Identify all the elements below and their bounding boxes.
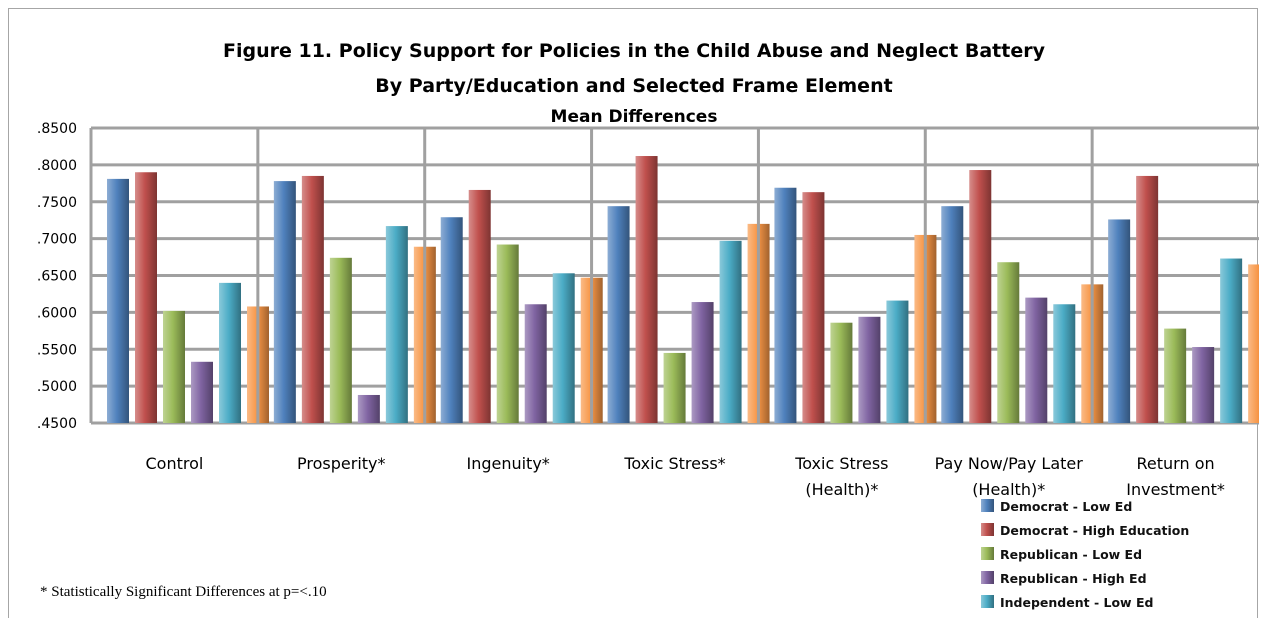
chart-title-line: Figure 11. Policy Support for Policies i…: [223, 40, 1046, 62]
bar: [1248, 264, 1259, 423]
y-tick-label: .6000: [37, 305, 77, 321]
x-category-label: Return on: [1137, 454, 1215, 473]
bar: [1164, 328, 1187, 423]
bar: [191, 361, 213, 423]
bar: [524, 304, 547, 423]
bar: [1053, 304, 1076, 423]
x-category-label: (Health)*: [805, 480, 878, 499]
y-tick-label: .5500: [37, 342, 77, 358]
x-category-label: Toxic Stress*: [623, 454, 725, 473]
bar: [858, 316, 881, 423]
chart-title-line: Mean Differences: [551, 107, 718, 127]
bar: [1108, 219, 1131, 423]
y-tick-label: .8500: [37, 121, 77, 137]
legend-swatch: [981, 595, 994, 608]
x-category-label: Ingenuity*: [466, 454, 549, 473]
legend-label: Democrat - Low Ed: [1000, 499, 1132, 514]
y-tick-label: .5000: [37, 379, 77, 395]
bar: [663, 352, 686, 423]
x-category-label: (Health)*: [972, 480, 1045, 499]
legend-swatch: [981, 547, 994, 560]
legend-label: Independent - Low Ed: [1000, 595, 1153, 610]
y-tick-label: .7500: [37, 195, 77, 211]
bar: [941, 206, 964, 423]
legend: Democrat - Low Ed Democrat - High Educati…: [981, 499, 1189, 610]
x-category-label: Prosperity*: [297, 454, 385, 473]
legend-swatch: [981, 571, 994, 584]
bar: [607, 206, 630, 423]
x-category-label: Investment*: [1126, 480, 1225, 499]
bar-chart: .8500 .8000 .7500 .7000 .6500 .6000 .5500 .5000…: [37, 40, 1259, 610]
x-category-label: Control: [146, 454, 204, 473]
bar: [385, 226, 408, 423]
bar: [468, 189, 491, 423]
bar: [830, 322, 853, 423]
x-category-label: Pay Now/Pay Later: [935, 454, 1084, 473]
bar: [719, 240, 742, 423]
x-category-label: Toxic Stress: [794, 454, 888, 473]
bar: [1136, 175, 1159, 423]
y-tick-label: .6500: [37, 269, 77, 285]
bar: [552, 273, 575, 423]
chart-title: Figure 11. Policy Support for Policies i…: [223, 40, 1046, 127]
bar: [635, 156, 658, 423]
bar: [1025, 297, 1048, 423]
y-axis-ticks: .8500 .8000 .7500 .7000 .6500 .6000 .5500 .5000…: [37, 121, 77, 432]
bar: [219, 282, 241, 423]
y-tick-label: .4500: [37, 416, 77, 432]
bar: [301, 175, 324, 423]
bar: [997, 262, 1020, 423]
bar: [163, 310, 185, 423]
bar: [329, 257, 352, 423]
bars: [107, 156, 1259, 423]
category-separators: [256, 128, 1094, 423]
bar: [969, 170, 992, 423]
legend-label: Democrat - High Education: [1000, 523, 1189, 538]
legend-swatch: [981, 499, 994, 512]
bar: [496, 244, 519, 423]
bar: [440, 217, 463, 423]
bar: [107, 178, 129, 423]
chart-frame: .8500 .8000 .7500 .7000 .6500 .6000 .5500 .5000…: [8, 8, 1259, 618]
chart-title-line: By Party/Education and Selected Frame El…: [375, 75, 892, 97]
bar: [802, 192, 825, 423]
x-axis-categories: Control Prosperity* Ingenuity* Toxic Stress…: [146, 454, 1225, 499]
legend-label: Republican - High Ed: [1000, 571, 1147, 586]
bar: [135, 172, 157, 423]
y-tick-label: .8000: [37, 158, 77, 174]
bar: [357, 394, 380, 423]
legend-label: Republican - Low Ed: [1000, 547, 1142, 562]
bar: [886, 300, 909, 423]
footnote: * Statistically Significant Differences …: [40, 584, 327, 600]
bar: [774, 187, 797, 423]
bar: [1220, 258, 1243, 423]
y-tick-label: .7000: [37, 232, 77, 248]
bar: [273, 181, 296, 423]
legend-swatch: [981, 523, 994, 536]
bar: [691, 302, 714, 423]
bar: [1192, 347, 1215, 423]
